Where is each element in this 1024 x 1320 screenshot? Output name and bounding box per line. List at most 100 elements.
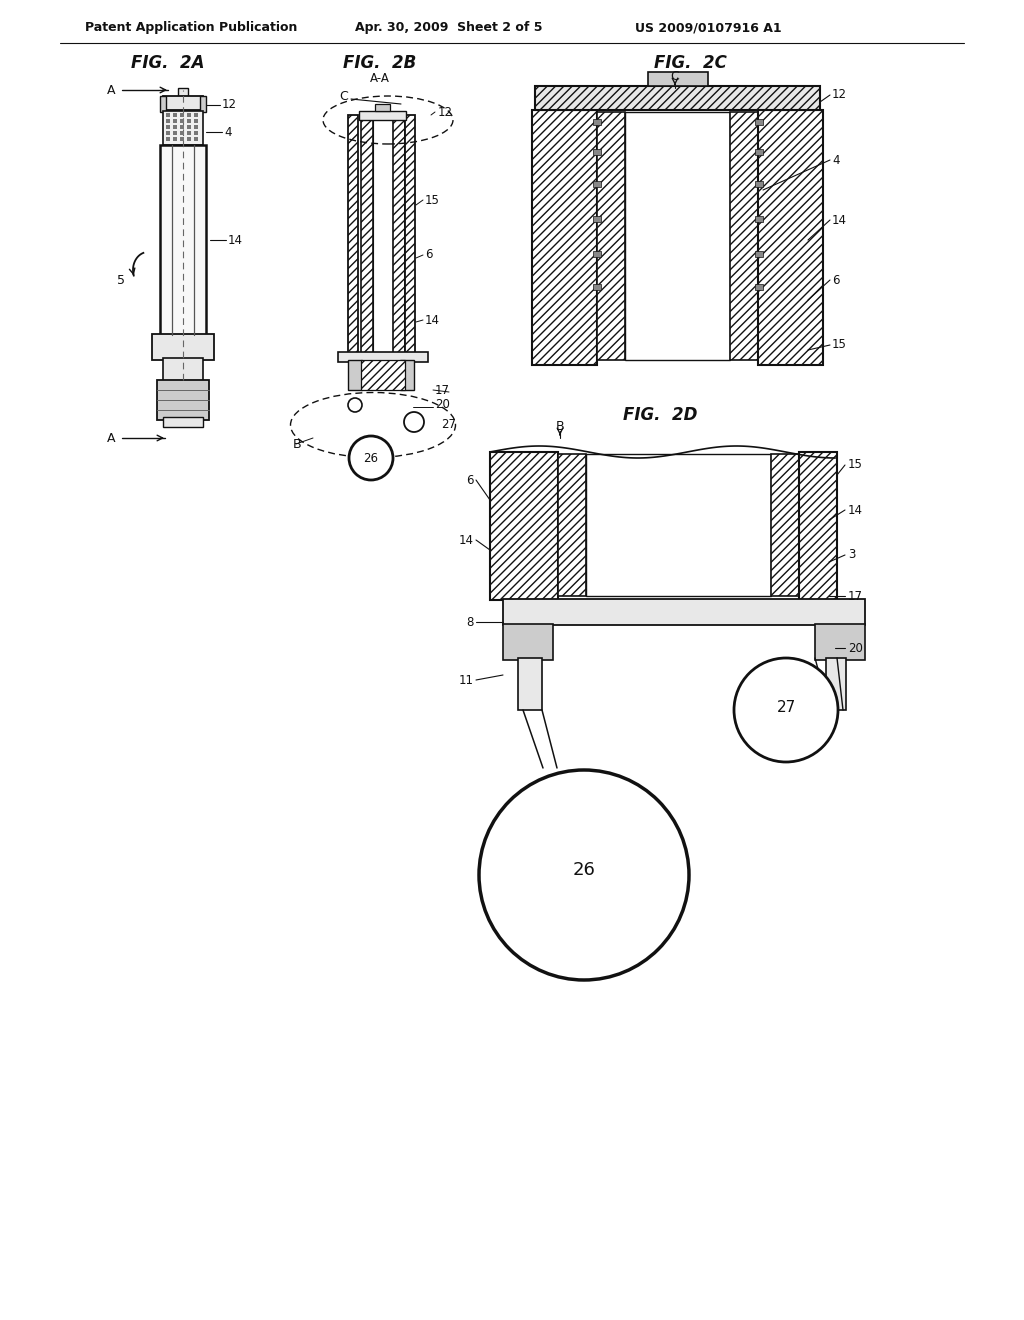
Circle shape	[734, 657, 838, 762]
Bar	[338, 352, 428, 362]
Bar	[826, 657, 846, 710]
Bar	[194, 119, 198, 123]
Text: 12: 12	[831, 88, 847, 102]
Bar	[160, 145, 206, 335]
Circle shape	[479, 770, 689, 979]
Bar	[180, 137, 184, 141]
Bar	[157, 380, 209, 420]
Text: 14: 14	[831, 214, 847, 227]
Text: Apr. 30, 2009  Sheet 2 of 5: Apr. 30, 2009 Sheet 2 of 5	[355, 21, 543, 34]
Bar	[173, 114, 177, 117]
Text: 15: 15	[425, 194, 440, 206]
Bar	[755, 149, 763, 154]
Bar	[166, 119, 170, 123]
Bar	[163, 96, 203, 110]
Text: 15: 15	[848, 458, 863, 471]
Bar	[755, 216, 763, 222]
Bar	[194, 114, 198, 117]
Bar	[180, 114, 184, 117]
Bar	[187, 114, 191, 117]
Bar	[160, 96, 166, 112]
Text: 4: 4	[224, 125, 231, 139]
Bar	[799, 451, 837, 601]
Bar	[503, 599, 865, 624]
Bar	[361, 360, 406, 389]
Text: 6: 6	[467, 474, 474, 487]
Bar	[173, 119, 177, 123]
Bar	[593, 149, 601, 154]
Text: 14: 14	[228, 234, 243, 247]
Text: 27: 27	[776, 701, 796, 715]
Text: B: B	[556, 421, 564, 433]
Bar	[173, 131, 177, 135]
Text: 14: 14	[425, 314, 440, 326]
Text: 11: 11	[459, 673, 474, 686]
Bar	[194, 137, 198, 141]
Bar	[166, 131, 170, 135]
Text: 14: 14	[459, 533, 474, 546]
Bar	[166, 137, 170, 141]
Text: 20: 20	[435, 399, 450, 412]
Text: C: C	[339, 91, 348, 103]
Text: 14: 14	[848, 503, 863, 516]
Bar	[348, 115, 358, 356]
Text: FIG.  2A: FIG. 2A	[131, 54, 205, 73]
Bar	[166, 114, 170, 117]
Bar	[166, 125, 170, 129]
Bar	[593, 119, 601, 125]
Text: 3: 3	[848, 549, 855, 561]
Bar	[187, 131, 191, 135]
Text: FIG.  2B: FIG. 2B	[343, 54, 417, 73]
Bar	[400, 360, 414, 389]
Bar	[518, 657, 542, 710]
Bar	[755, 181, 763, 187]
Bar	[755, 284, 763, 290]
Bar	[532, 110, 597, 366]
Text: US 2009/0107916 A1: US 2009/0107916 A1	[635, 21, 781, 34]
Bar	[180, 119, 184, 123]
Text: A: A	[106, 432, 115, 445]
Bar	[359, 111, 406, 120]
Bar	[771, 454, 799, 597]
Circle shape	[348, 399, 362, 412]
Text: 8: 8	[467, 615, 474, 628]
Bar	[597, 112, 625, 360]
Bar	[194, 131, 198, 135]
Text: Patent Application Publication: Patent Application Publication	[85, 21, 297, 34]
Bar	[755, 251, 763, 257]
Bar	[180, 125, 184, 129]
Bar	[648, 73, 708, 86]
Text: 15: 15	[831, 338, 847, 351]
Bar	[393, 115, 406, 356]
Bar	[187, 119, 191, 123]
Bar	[348, 360, 362, 389]
Bar	[173, 137, 177, 141]
Bar	[187, 137, 191, 141]
Text: 17: 17	[435, 384, 450, 396]
Text: FIG.  2D: FIG. 2D	[623, 407, 697, 424]
Bar	[180, 131, 184, 135]
Text: 27: 27	[441, 418, 456, 432]
Text: 6: 6	[425, 248, 432, 261]
Circle shape	[349, 436, 393, 480]
Bar	[815, 624, 865, 660]
Text: 5: 5	[117, 273, 125, 286]
Text: 26: 26	[572, 861, 595, 879]
Bar	[730, 112, 758, 360]
Text: A-A: A-A	[370, 71, 390, 84]
Bar	[163, 417, 203, 426]
Bar	[558, 454, 586, 597]
Bar	[173, 125, 177, 129]
Bar	[163, 358, 203, 381]
Text: FIG.  2C: FIG. 2C	[653, 54, 726, 73]
Bar	[406, 115, 415, 356]
Bar	[755, 119, 763, 125]
Text: 12: 12	[222, 99, 237, 111]
Bar	[187, 125, 191, 129]
Text: 6: 6	[831, 273, 840, 286]
Text: 20: 20	[848, 642, 863, 655]
Bar	[490, 451, 558, 601]
Bar	[593, 181, 601, 187]
Bar	[163, 111, 203, 145]
Bar	[361, 115, 373, 356]
